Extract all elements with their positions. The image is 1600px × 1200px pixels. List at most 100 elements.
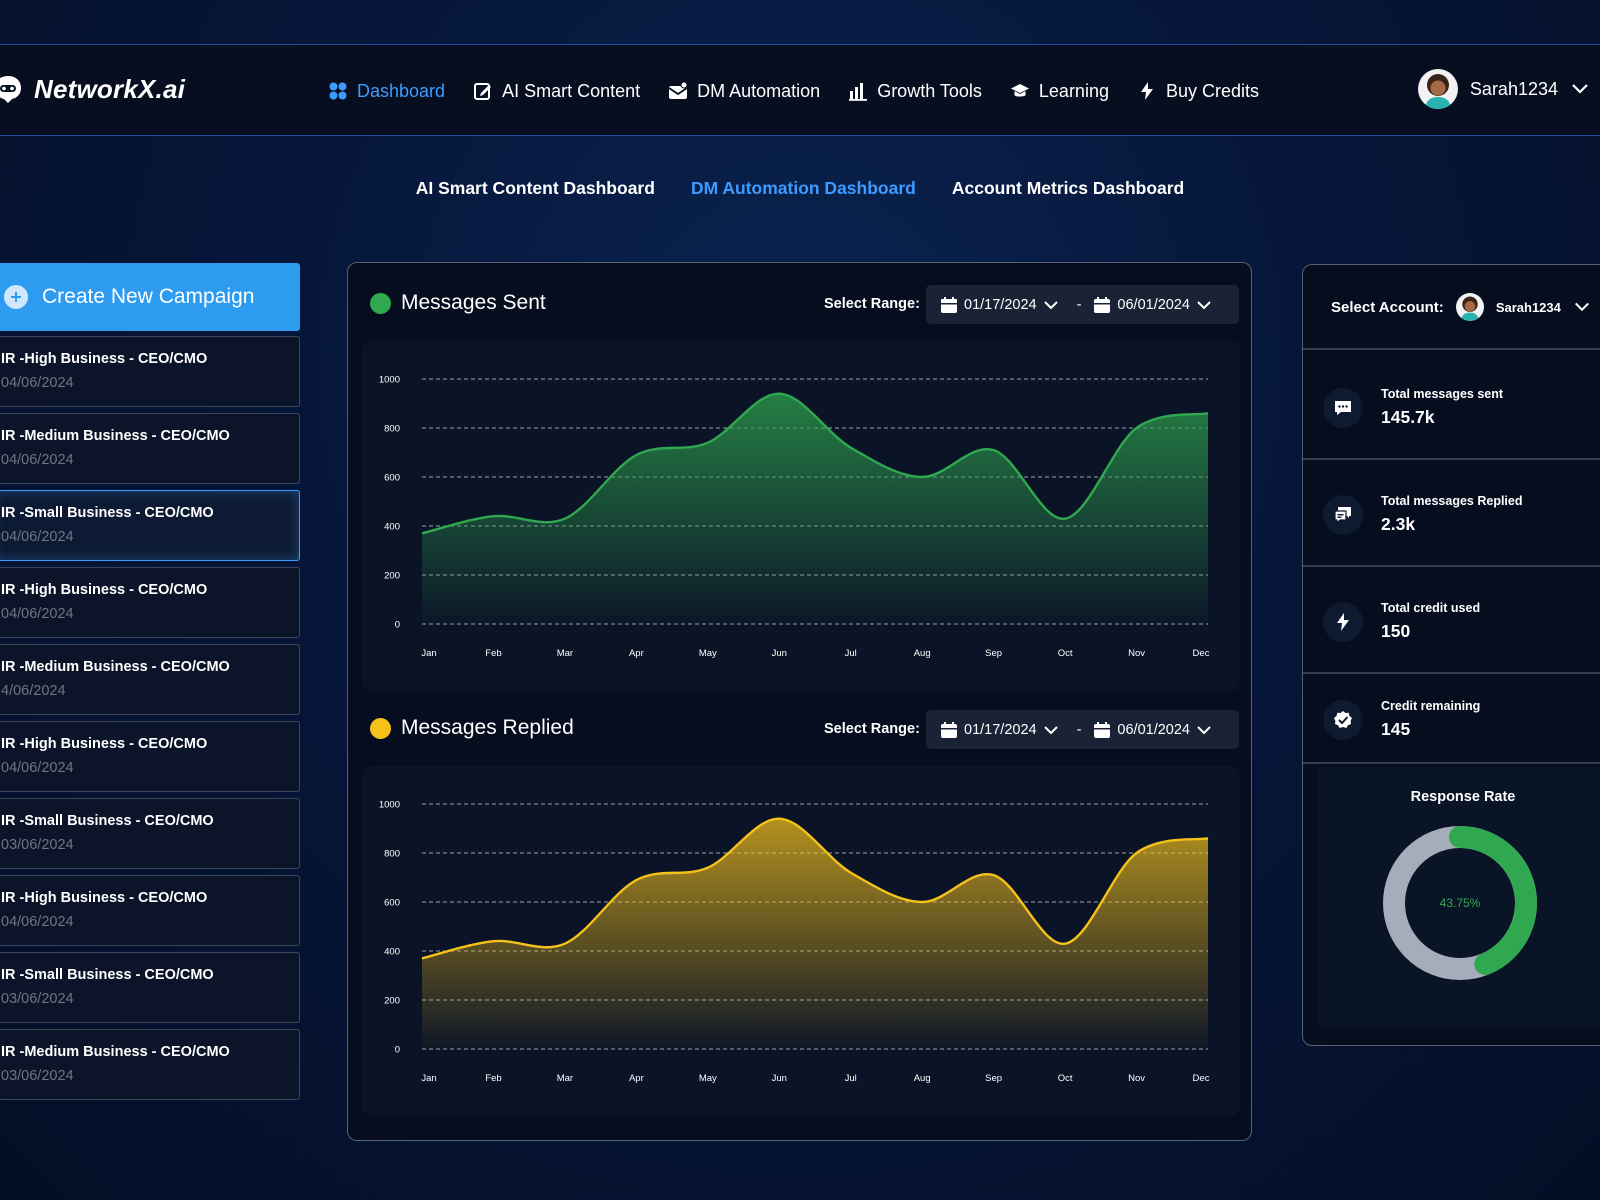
top-navigation-bar: NetworkX.ai Dashboard AI Smart Content D… <box>0 44 1600 136</box>
campaign-item[interactable]: IR -Small Business - CEO/CMO 04/06/2024 <box>0 490 300 561</box>
campaign-item[interactable]: IR -Small Business - CEO/CMO 03/06/2024 <box>0 798 300 869</box>
reply-chat-icon <box>1323 494 1363 535</box>
tab-account-metrics-dashboard[interactable]: Account Metrics Dashboard <box>951 178 1185 198</box>
response-rate-card: Response Rate 43.75% <box>1317 767 1600 1027</box>
campaign-item[interactable]: IR -High Business - CEO/CMO 04/06/2024 <box>0 721 300 792</box>
logo-text: NetworkX.ai <box>34 73 186 104</box>
x-tick-label: Oct <box>1058 648 1073 659</box>
campaign-date: 04/06/2024 <box>1 529 74 545</box>
chart-plot-area: 0 200 400 600 800 1000 Jan Feb Mar Apr May Jun Jul Au… <box>362 341 1240 691</box>
chevron-down-icon[interactable] <box>1043 722 1059 738</box>
check-badge-icon <box>1323 699 1363 740</box>
logo[interactable]: NetworkX.ai <box>0 73 185 105</box>
stat-value: 150 <box>1381 621 1411 641</box>
x-tick-label: May <box>699 1073 717 1084</box>
calendar-icon <box>941 721 957 738</box>
x-tick-label: Jun <box>772 648 787 659</box>
chat-bubble-icon <box>1323 387 1363 428</box>
divider <box>1303 672 1600 674</box>
x-tick-label: Sep <box>985 648 1002 659</box>
nav-item-learning[interactable]: Learning <box>1010 81 1109 102</box>
x-tick-label: Feb <box>485 648 501 659</box>
x-tick-label: Nov <box>1128 648 1145 659</box>
create-campaign-button[interactable]: Create New Campaign <box>0 263 300 331</box>
campaign-date: 04/06/2024 <box>1 452 74 468</box>
campaign-item[interactable]: IR -High Business - CEO/CMO 04/06/2024 <box>0 567 300 638</box>
messages-replied-svg: 0 200 400 600 800 1000 Jan Feb Mar Apr May Jun Jul Au… <box>379 800 1210 1085</box>
y-tick-label: 1000 <box>379 375 400 386</box>
y-tick-label: 200 <box>384 571 400 582</box>
campaign-date: 04/06/2024 <box>1 760 74 776</box>
nav-item-buy-credits[interactable]: Buy Credits <box>1137 81 1259 102</box>
lightning-icon <box>1323 601 1363 642</box>
campaign-title: IR -Small Business - CEO/CMO <box>1 967 214 983</box>
y-tick-label: 1000 <box>379 800 400 811</box>
range-separator: - <box>1076 721 1082 738</box>
x-tick-label: Apr <box>629 648 644 659</box>
date-range-picker[interactable]: 01/17/2024 - 06/01/2024 <box>926 710 1239 749</box>
campaign-date: 4/06/2024 <box>1 683 66 699</box>
campaign-title: IR -High Business - CEO/CMO <box>1 351 208 367</box>
range-end[interactable]: 06/01/2024 <box>1117 721 1190 738</box>
campaign-title: IR -Small Business - CEO/CMO <box>1 813 214 829</box>
range-label: Select Range: <box>824 296 920 312</box>
x-tick-label: Apr <box>629 1073 644 1084</box>
chart-title: Messages Replied <box>401 716 574 739</box>
range-start[interactable]: 01/17/2024 <box>964 296 1037 313</box>
x-tick-label: Aug <box>914 1073 931 1084</box>
y-tick-label: 600 <box>384 898 400 909</box>
nav-item-ai-smart-content[interactable]: AI Smart Content <box>473 81 640 102</box>
account-selector[interactable]: Select Account: Sarah1234 <box>1331 293 1591 321</box>
tab-dm-automation-dashboard[interactable]: DM Automation Dashboard <box>690 178 916 198</box>
x-tick-label: Jul <box>845 1073 857 1084</box>
campaign-title: IR -Medium Business - CEO/CMO <box>1 428 230 444</box>
range-start[interactable]: 01/17/2024 <box>964 721 1037 738</box>
stat-value: 145.7k <box>1381 407 1435 427</box>
stat-label: Credit remaining <box>1381 699 1481 713</box>
avatar <box>1455 293 1484 321</box>
series-area <box>422 393 1208 624</box>
nav-item-dm-automation[interactable]: DM Automation <box>668 81 820 102</box>
x-tick-label: Dec <box>1193 1073 1210 1084</box>
campaign-item[interactable]: IR -Small Business - CEO/CMO 03/06/2024 <box>0 952 300 1023</box>
mail-icon <box>668 81 688 99</box>
date-range-picker[interactable]: 01/17/2024 - 06/01/2024 <box>926 285 1239 324</box>
campaign-item[interactable]: IR -Medium Business - CEO/CMO 04/06/2024 <box>0 413 300 484</box>
campaign-title: IR -High Business - CEO/CMO <box>1 890 208 906</box>
calendar-icon <box>1094 296 1111 313</box>
campaign-title: IR -High Business - CEO/CMO <box>1 582 208 598</box>
stat-label: Total messages Replied <box>1381 494 1523 508</box>
series-line <box>421 392 1209 535</box>
campaign-date: 04/06/2024 <box>1 914 74 930</box>
chevron-down-icon[interactable] <box>1043 297 1059 313</box>
stat-value: 2.3k <box>1381 514 1416 534</box>
user-menu[interactable]: Sarah1234 <box>1417 69 1590 109</box>
x-tick-label: Feb <box>485 1073 501 1084</box>
stat-total-messages-replied: Total messages Replied 2.3k <box>1323 494 1523 535</box>
x-tick-label: Jun <box>772 1073 787 1084</box>
campaign-date: 03/06/2024 <box>1 837 74 853</box>
account-name: Sarah1234 <box>1495 299 1561 315</box>
campaign-item[interactable]: IR -High Business - CEO/CMO 04/06/2024 <box>0 875 300 946</box>
campaign-date: 03/06/2024 <box>1 1068 74 1084</box>
campaign-item[interactable]: IR -Medium Business - CEO/CMO 4/06/2024 <box>0 644 300 715</box>
x-tick-label: Jul <box>845 648 857 659</box>
nav-item-label: Growth Tools <box>877 80 982 101</box>
chevron-down-icon <box>1574 302 1589 312</box>
range-separator: - <box>1076 296 1082 313</box>
y-tick-label: 400 <box>384 947 400 958</box>
chevron-down-icon[interactable] <box>1196 722 1212 738</box>
tab-ai-smart-content-dashboard[interactable]: AI Smart Content Dashboard <box>415 178 655 198</box>
campaign-item[interactable]: IR -Medium Business - CEO/CMO 03/06/2024 <box>0 1029 300 1100</box>
campaign-item[interactable]: IR -High Business - CEO/CMO 04/06/2024 <box>0 336 300 407</box>
stat-label: Total credit used <box>1381 601 1481 615</box>
nav-item-growth-tools[interactable]: Growth Tools <box>848 81 982 102</box>
y-tick-label: 200 <box>384 996 400 1007</box>
nav-item-dashboard[interactable]: Dashboard <box>328 81 445 102</box>
divider <box>1303 458 1600 460</box>
range-end[interactable]: 06/01/2024 <box>1117 296 1190 313</box>
chevron-down-icon[interactable] <box>1196 297 1212 313</box>
create-campaign-label: Create New Campaign <box>42 285 255 308</box>
y-tick-label: 0 <box>395 1045 400 1056</box>
calendar-icon <box>941 296 957 313</box>
